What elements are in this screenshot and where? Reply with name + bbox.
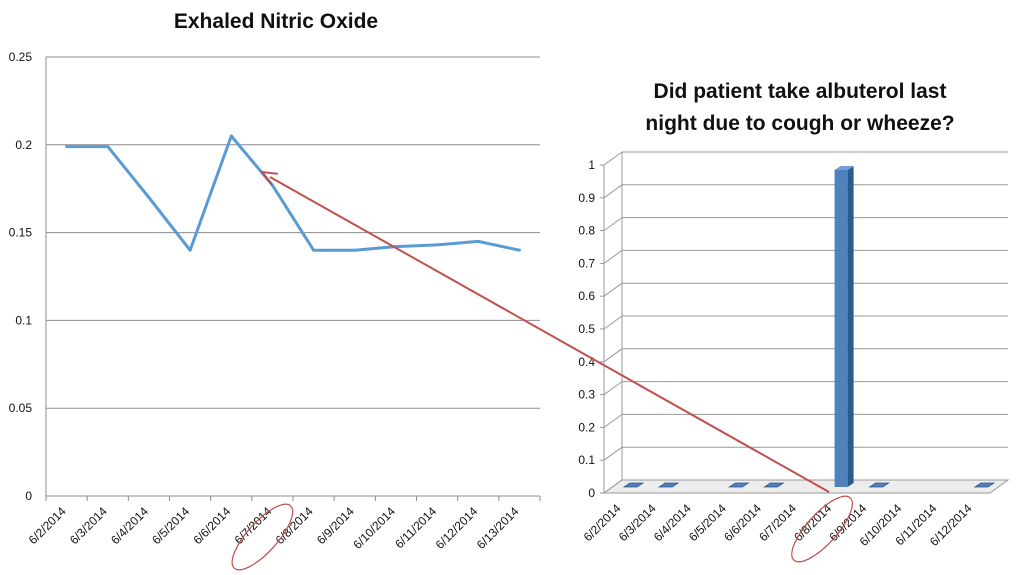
x-tick-label: 6/5/2014	[149, 504, 192, 547]
side-gridline	[603, 479, 623, 494]
y-tick-label: 0.7	[578, 256, 595, 270]
side-gridline	[603, 348, 623, 363]
data-point	[476, 239, 480, 243]
x-tick-label: 6/6/2014	[721, 501, 764, 544]
data-point	[435, 243, 439, 247]
y-tick-label: 0.1	[15, 313, 32, 327]
y-tick-label: 0.9	[578, 191, 595, 205]
x-tick-label: 6/6/2014	[190, 504, 233, 547]
y-tick-label: 0.5	[578, 322, 595, 336]
x-tick-label: 6/4/2014	[108, 504, 151, 547]
data-point	[517, 248, 521, 252]
side-gridline	[603, 217, 623, 232]
x-tick-label: 6/13/2014	[474, 504, 522, 552]
bar	[834, 170, 848, 487]
bar-top	[834, 166, 854, 170]
arrow-head	[259, 170, 279, 186]
bar	[727, 482, 750, 488]
y-tick-label: 0.8	[578, 224, 595, 238]
albuterol-bar-chart: 0 0.1 0.2 0.3 0.4 0.5 0.6 0.7 0.8 0.9 1 6/2/20146/3…	[578, 151, 1010, 549]
x-tick-label: 6/4/2014	[651, 501, 694, 544]
side-gridline	[603, 381, 623, 396]
x-tick-label: 6/5/2014	[686, 501, 729, 544]
bar	[973, 482, 996, 488]
side-gridline	[603, 446, 623, 461]
y-tick-label: 0	[25, 489, 32, 503]
side-gridline	[603, 315, 623, 330]
y-tick-label: 0.4	[578, 355, 595, 369]
y-tick-label: 0.05	[9, 401, 33, 415]
x-tick-label: 6/12/2014	[433, 504, 481, 552]
y-tick-label: 0.3	[578, 388, 595, 402]
data-point	[188, 248, 192, 252]
y-tick-label: 0.2	[15, 138, 32, 152]
side-gridline	[603, 282, 623, 297]
series-line	[66, 134, 520, 252]
bar	[657, 482, 680, 488]
bar-side	[847, 166, 854, 487]
y-tick-label: 0.15	[9, 226, 33, 240]
exhaled-nitric-oxide-chart: 0 0.05 0.1 0.15 0.2 0.25 6/2/20146/3/20146/4/2…	[9, 50, 541, 552]
x-tick-label: 6/3/2014	[616, 501, 659, 544]
data-point	[353, 248, 357, 252]
side-gridline	[603, 184, 623, 199]
data-point	[106, 145, 110, 149]
x-tick-label: 6/11/2014	[392, 504, 439, 551]
x-tick-label: 6/7/2014	[756, 501, 799, 544]
data-point	[147, 195, 151, 199]
highlight-ellipse-6-7	[231, 503, 294, 571]
y-tick-label: 0.25	[9, 50, 33, 64]
bar	[868, 482, 891, 488]
side-gridline	[603, 249, 623, 264]
side-gridline	[603, 413, 623, 428]
y-tick-label: 0.2	[578, 420, 595, 434]
x-tick-label: 6/2/2014	[26, 504, 69, 547]
annotations	[231, 170, 853, 571]
bar	[622, 482, 645, 488]
y-tick-label: 0.6	[578, 289, 595, 303]
data-point	[229, 134, 233, 138]
bar-chart-title-line-1: Did patient take albuterol last	[654, 80, 947, 103]
x-tick-label: 6/2/2014	[581, 501, 624, 544]
x-tick-label: 6/3/2014	[67, 504, 110, 547]
data-point	[312, 248, 316, 252]
bar	[763, 482, 785, 488]
x-tick-label: 6/10/2014	[350, 504, 398, 552]
side-gridline	[603, 151, 623, 166]
y-tick-label: 0.1	[578, 453, 595, 467]
y-tick-label: 1	[588, 158, 595, 172]
y-tick-label: 0	[588, 486, 595, 500]
highlight-ellipse-6-8	[791, 495, 853, 563]
bar-chart-title-line-2: night due to cough or wheeze?	[645, 112, 954, 135]
line-chart-title: Exhaled Nitric Oxide	[174, 10, 378, 33]
data-point	[65, 145, 69, 149]
annotation-arrow	[269, 176, 830, 493]
